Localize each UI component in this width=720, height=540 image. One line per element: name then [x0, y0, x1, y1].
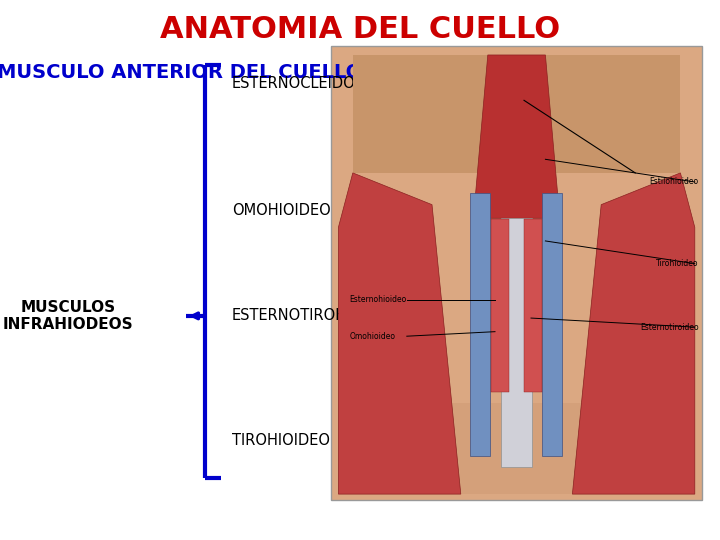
Text: Estilohioideo: Estilohioideo [649, 178, 698, 186]
Text: OMOHIOIDEO: OMOHIOIDEO [232, 203, 330, 218]
Polygon shape [338, 173, 461, 494]
Text: Esternohioideo: Esternohioideo [349, 295, 407, 305]
Text: TIROHIOIDEO: TIROHIOIDEO [232, 433, 330, 448]
Bar [353, 55, 680, 173]
Bar [331, 46, 702, 500]
Bar [470, 193, 490, 456]
Text: Tirohioideo: Tirohioideo [656, 259, 698, 268]
Bar [491, 219, 510, 392]
Text: ESTERNOTIROHIOIDEO: ESTERNOTIROHIOIDEO [232, 308, 399, 323]
Bar [346, 403, 688, 494]
Text: ANATOMIA DEL CUELLO: ANATOMIA DEL CUELLO [160, 15, 560, 44]
Text: Omohioideo: Omohioideo [349, 332, 395, 341]
Text: MUSCULO ANTERIOR DEL CUELLO: MUSCULO ANTERIOR DEL CUELLO [0, 63, 363, 83]
Polygon shape [572, 173, 695, 494]
Bar [501, 218, 533, 467]
Polygon shape [474, 55, 560, 218]
Bar [524, 219, 542, 392]
Text: ESTERNOCLEIDOHIOIDEO: ESTERNOCLEIDOHIOIDEO [232, 76, 418, 91]
Text: Esternotiroideo: Esternotiroideo [640, 322, 698, 332]
Bar [542, 193, 562, 456]
Text: MUSCULOS
INFRAHIODEOS: MUSCULOS INFRAHIODEOS [3, 300, 134, 332]
